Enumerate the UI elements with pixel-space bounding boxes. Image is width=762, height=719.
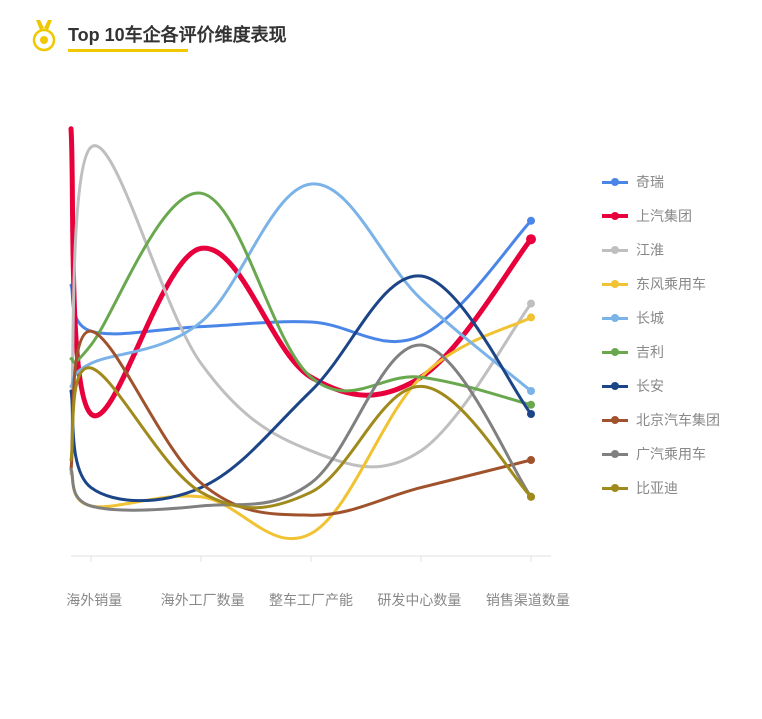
legend-marker-icon (611, 416, 619, 424)
legend-label: 比亚迪 (636, 478, 678, 498)
legend-marker-icon (611, 348, 619, 356)
series-end-marker (527, 493, 535, 501)
legend-label: 奇瑞 (636, 172, 664, 192)
legend-item: 长城 (602, 308, 732, 328)
legend-marker-icon (611, 280, 619, 288)
legend-marker-icon (611, 178, 619, 186)
series-line (71, 368, 531, 508)
legend-swatch (602, 181, 628, 184)
legend-marker-icon (611, 246, 619, 254)
legend-swatch (602, 283, 628, 286)
series-end-marker (527, 456, 535, 464)
x-axis-label: 研发中心数量 (365, 590, 473, 610)
legend-item: 东风乘用车 (602, 274, 732, 294)
x-axis-label: 销售渠道数量 (474, 590, 582, 610)
legend-item: 奇瑞 (602, 172, 732, 192)
series-line (71, 129, 531, 416)
legend-swatch (602, 249, 628, 252)
legend-swatch (602, 317, 628, 320)
x-axis-label: 海外工厂数量 (148, 590, 256, 610)
chart-title: Top 10车企各评价维度表现 (68, 21, 287, 47)
legend-label: 长安 (636, 376, 664, 396)
series-end-marker (527, 313, 535, 321)
legend-marker-icon (611, 382, 619, 390)
x-axis-label: 整车工厂产能 (257, 590, 365, 610)
plot-column: 海外销量海外工厂数量整车工厂产能研发中心数量销售渠道数量 (30, 82, 592, 610)
legend-item: 长安 (602, 376, 732, 396)
legend-item: 比亚迪 (602, 478, 732, 498)
chart-header: Top 10车企各评价维度表现 (30, 20, 732, 52)
legend-swatch (602, 351, 628, 354)
legend-item: 广汽乘用车 (602, 444, 732, 464)
legend-label: 东风乘用车 (636, 274, 706, 294)
series-end-marker (527, 300, 535, 308)
series-end-marker (527, 387, 535, 395)
title-wrap: Top 10车企各评价维度表现 (68, 21, 287, 52)
legend-item: 吉利 (602, 342, 732, 362)
chart-area: 海外销量海外工厂数量整车工厂产能研发中心数量销售渠道数量 奇瑞上汽集团江淮东风乘… (30, 82, 732, 610)
legend-marker-icon (611, 314, 619, 322)
line-chart (30, 82, 592, 582)
series-end-marker (527, 410, 535, 418)
legend-label: 长城 (636, 308, 664, 328)
legend-marker-icon (611, 212, 619, 220)
legend-item: 江淮 (602, 240, 732, 260)
series-end-marker (526, 234, 536, 244)
x-axis-label: 海外销量 (40, 590, 148, 610)
legend-label: 北京汽车集团 (636, 410, 720, 430)
legend-marker-icon (611, 450, 619, 458)
legend-label: 吉利 (636, 342, 664, 362)
series-end-marker (527, 217, 535, 225)
series-line (71, 184, 531, 391)
legend-swatch (602, 453, 628, 456)
legend-item: 上汽集团 (602, 206, 732, 226)
legend-marker-icon (611, 484, 619, 492)
legend-item: 北京汽车集团 (602, 410, 732, 430)
series-line (71, 221, 531, 342)
legend: 奇瑞上汽集团江淮东风乘用车长城吉利长安北京汽车集团广汽乘用车比亚迪 (602, 82, 732, 610)
legend-swatch (602, 487, 628, 490)
legend-swatch (602, 214, 628, 218)
legend-label: 广汽乘用车 (636, 444, 706, 464)
legend-label: 上汽集团 (636, 206, 692, 226)
series-line (71, 276, 531, 501)
legend-swatch (602, 419, 628, 422)
legend-label: 江淮 (636, 240, 664, 260)
medal-icon (30, 20, 58, 52)
x-axis: 海外销量海外工厂数量整车工厂产能研发中心数量销售渠道数量 (30, 590, 592, 610)
legend-swatch (602, 385, 628, 388)
title-underline (68, 49, 188, 52)
